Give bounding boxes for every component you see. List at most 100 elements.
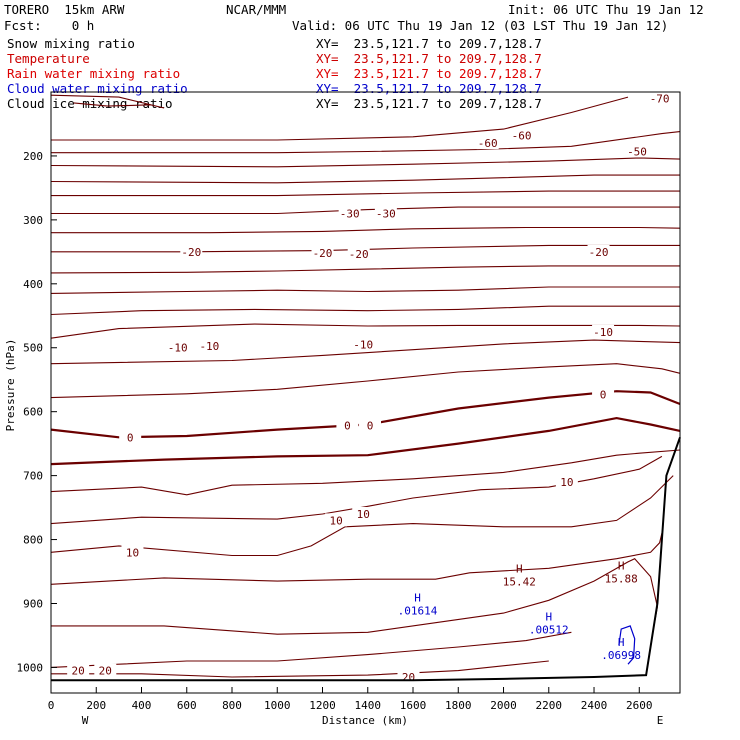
temperature-contour	[50, 455, 663, 525]
contour-label-bg	[338, 206, 361, 220]
temperature-contour	[51, 206, 680, 215]
legend-label-snow: Snow mixing ratio	[7, 36, 135, 51]
contour-label-bg	[180, 244, 203, 258]
high-marker: H	[618, 636, 625, 649]
x-tick-label: 1400	[355, 699, 382, 712]
temperature-contour	[50, 449, 681, 496]
high-value: .06998	[601, 649, 641, 662]
contour-label: -60	[478, 137, 498, 150]
contour-label-bg	[119, 430, 142, 444]
temperature-contour	[50, 390, 681, 439]
x-tick-label: 1800	[445, 699, 472, 712]
contour-label-bg	[347, 246, 370, 260]
contour-label: -50	[627, 145, 647, 158]
temperature-contour	[50, 533, 663, 585]
contour-label: -10	[353, 339, 373, 352]
contour-label-layer: -70-60-60-50-30 -30-20 -20 -20 -20-10 -10 -10-…	[67, 91, 671, 684]
contour-label-bg	[311, 246, 334, 260]
contour-label-bg	[592, 324, 615, 338]
contour-label: -10	[168, 342, 188, 355]
high-marker: H	[545, 611, 552, 624]
high-value: .00512	[529, 624, 569, 637]
contour-label: -30	[376, 207, 396, 220]
plot-frame	[50, 91, 681, 694]
high-marker: H	[414, 591, 421, 604]
temperature-contour	[50, 416, 681, 466]
x-end-label-east: E	[657, 714, 664, 727]
contour-label: -70	[650, 92, 670, 105]
y-tick-label: 300	[23, 214, 43, 227]
x-end-label-west: W	[82, 714, 89, 727]
y-tick-label: 800	[23, 534, 43, 547]
high-marker: H	[618, 560, 625, 573]
x-axis: 0 200 400 600 800 1000 1200 1400 1600 1800 2000 220…	[48, 687, 653, 712]
y-tick-label: 1000	[17, 661, 44, 674]
contour-label: 10	[560, 476, 573, 489]
contour-label-bg	[359, 418, 382, 432]
temperature-contour	[51, 226, 681, 234]
legend-xy-snow: XY= 23.5,121.7 to 209.7,128.7	[316, 36, 542, 51]
y-tick-label: 900	[23, 597, 43, 610]
contour-label-bg	[510, 128, 533, 142]
terrain-line	[51, 436, 681, 682]
y-axis: 200 300 400 500 600 700 800 900 1000	[17, 150, 57, 674]
temperature-contour	[51, 660, 549, 678]
contour-label: -20	[589, 246, 609, 259]
contour-label-bg	[166, 340, 189, 354]
x-tick-label: 1000	[264, 699, 291, 712]
legend-xy-rain: XY= 23.5,121.7 to 209.7,128.7	[316, 66, 542, 81]
contour-label-bg	[94, 663, 117, 677]
contour-label: 10	[126, 546, 139, 559]
x-tick-label: 200	[86, 699, 106, 712]
contour-label: 0	[600, 388, 607, 401]
legend-xy-cloud-ice: XY= 23.5,121.7 to 209.7,128.7	[316, 96, 542, 111]
y-tick-label: 600	[23, 406, 43, 419]
contour-label-bg	[198, 338, 221, 352]
temperature-contour	[50, 305, 680, 316]
legend-label-rain: Rain water mixing ratio	[7, 66, 181, 81]
y-tick-label: 200	[23, 150, 43, 163]
temperature-contour	[50, 157, 681, 168]
contour-label: 0	[127, 431, 134, 444]
x-tick-label: 1600	[400, 699, 427, 712]
temperature-contour	[51, 96, 629, 141]
y-tick-label: 700	[23, 470, 43, 483]
temperature-contour	[51, 131, 681, 154]
header-init: Init: 06 UTC Thu 19 Jan 12	[508, 2, 704, 17]
contour-label-bg	[352, 337, 375, 351]
contour-label-bg	[587, 244, 610, 258]
contour-label-bg	[121, 545, 144, 559]
contour-label: -10	[199, 340, 219, 353]
temperature-contour	[50, 363, 681, 399]
x-axis-label: Distance (km)	[322, 714, 408, 727]
contour-label-bg	[592, 387, 615, 401]
cloud-water-layer	[618, 625, 636, 665]
y-tick-label: 500	[23, 342, 43, 355]
contour-label: 20	[402, 671, 415, 684]
contour-label: 20	[99, 665, 112, 678]
contour-label: -60	[512, 129, 532, 142]
contour-label: 0	[367, 420, 374, 433]
temperature-contour	[50, 265, 680, 274]
x-tick-label: 2000	[490, 699, 517, 712]
x-tick-label: 0	[48, 699, 55, 712]
contour-label: 0	[344, 420, 351, 433]
legend-label-temperature: Temperature	[7, 51, 90, 66]
contour-label-bg	[476, 136, 499, 150]
temperature-contour	[50, 174, 680, 184]
contour-label: -30	[340, 207, 360, 220]
contour-label: -20	[313, 247, 333, 260]
x-tick-label: 2400	[581, 699, 608, 712]
contour-label-bg	[67, 663, 90, 677]
x-tick-label: 600	[177, 699, 197, 712]
header-center: NCAR/MMM	[226, 2, 287, 17]
temperature-contour-layer	[50, 94, 681, 678]
x-tick-label: 800	[222, 699, 242, 712]
contour-label-bg	[555, 475, 578, 489]
contour-label-bg	[626, 144, 649, 158]
high-value: 15.42	[503, 576, 536, 589]
x-tick-label: 1200	[309, 699, 336, 712]
high-marker: H	[516, 563, 523, 576]
